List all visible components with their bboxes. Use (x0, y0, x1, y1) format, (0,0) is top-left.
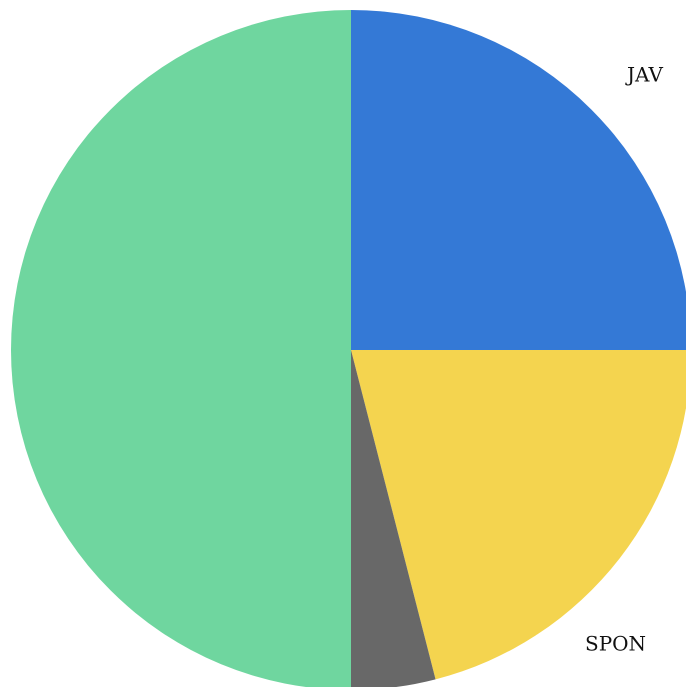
pie-slice (351, 350, 436, 687)
pie-slice (351, 10, 686, 350)
slice-label: JAV (625, 63, 663, 87)
slice-label: SPON (585, 632, 646, 656)
pie-slice (11, 10, 351, 687)
pie-slice (351, 350, 686, 680)
